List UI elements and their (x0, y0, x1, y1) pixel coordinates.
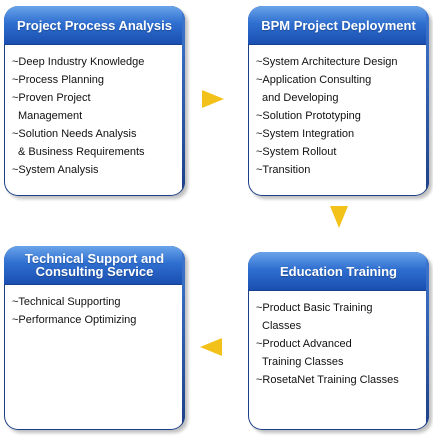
list-item: & Business Requirements (18, 146, 145, 158)
list-item: ~Proven Project (12, 92, 91, 104)
list-item: ~Solution Needs Analysis (12, 128, 137, 140)
list-item: ~Application Consulting (256, 74, 372, 86)
box-technical-support: Technical Support and Consulting Service… (4, 246, 185, 430)
list-item: ~Performance Optimizing (12, 314, 137, 326)
list-item: Management (18, 110, 83, 122)
box-items: ~System Architecture Design ~Application… (248, 45, 429, 179)
list-item: ~Technical Supporting (12, 296, 121, 308)
list-item: ~Product Advanced (256, 338, 352, 350)
box-title: Technical Support and Consulting Service (4, 246, 185, 285)
list-item: ~System Analysis (12, 164, 99, 176)
list-item: ~System Integration (256, 128, 355, 140)
box-education-training: Education Training ~Product Basic Traini… (248, 252, 429, 430)
box-title: BPM Project Deployment (248, 6, 429, 45)
list-item: ~System Rollout (256, 146, 337, 158)
list-item: ~System Architecture Design (256, 56, 398, 68)
list-item: Classes (262, 320, 302, 332)
box-items: ~Technical Supporting ~Performance Optim… (4, 285, 185, 329)
box-items: ~Product Basic Training Classes ~Product… (248, 291, 429, 389)
box-title: Project Process Analysis (4, 6, 185, 45)
list-item: ~Transition (256, 164, 311, 176)
list-item: ~Process Planning (12, 74, 105, 86)
arrow-left-icon (200, 338, 222, 356)
list-item: and Developing (262, 92, 339, 104)
box-project-process-analysis: Project Process Analysis ~Deep Industry … (4, 6, 185, 196)
list-item: ~RosetaNet Training Classes (256, 374, 399, 386)
list-item: ~Deep Industry Knowledge (12, 56, 145, 68)
box-bpm-project-deployment: BPM Project Deployment ~System Architect… (248, 6, 429, 196)
box-title: Education Training (248, 252, 429, 291)
arrow-down-icon (330, 206, 348, 228)
list-item: ~Solution Prototyping (256, 110, 361, 122)
list-item: Training Classes (262, 356, 344, 368)
list-item: ~Product Basic Training (256, 302, 373, 314)
arrow-right-icon (202, 90, 224, 108)
box-items: ~Deep Industry Knowledge ~Process Planni… (4, 45, 185, 179)
